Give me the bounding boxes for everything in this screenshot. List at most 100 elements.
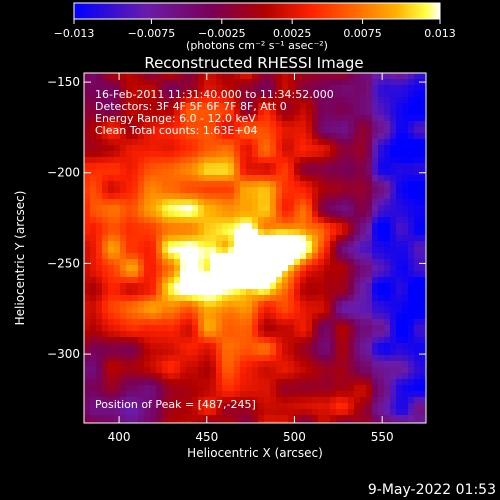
heatmap-cell (288, 265, 295, 272)
heatmap-cell (420, 313, 426, 320)
heatmap-cell (348, 97, 355, 104)
heatmap-cell (144, 415, 151, 422)
heatmap-cell (90, 229, 97, 236)
heatmap-cell (228, 235, 235, 242)
heatmap-cell (288, 211, 295, 218)
heatmap-cell (120, 367, 127, 374)
heatmap-cell (372, 337, 379, 344)
heatmap-cell (228, 253, 235, 260)
heatmap-cell (132, 217, 139, 224)
heatmap-cell (150, 187, 157, 194)
heatmap-cell (402, 397, 409, 404)
heatmap-cell (108, 187, 115, 194)
heatmap-cell (330, 85, 337, 92)
heatmap-cell (102, 271, 109, 278)
heatmap-cell (378, 397, 385, 404)
heatmap-cell (390, 133, 397, 140)
heatmap-cell (96, 127, 103, 134)
heatmap-cell (378, 349, 385, 356)
heatmap-cell (144, 133, 151, 140)
heatmap-cell (234, 331, 241, 338)
heatmap-cell (330, 391, 337, 398)
heatmap-cell (210, 115, 217, 122)
heatmap-cell (336, 361, 343, 368)
heatmap-cell (294, 241, 301, 248)
heatmap-cell (240, 421, 247, 423)
heatmap-cell (216, 133, 223, 140)
heatmap-cell (204, 223, 211, 230)
heatmap-cell (120, 355, 127, 362)
heatmap-cell (264, 385, 271, 392)
heatmap-cell (342, 325, 349, 332)
heatmap-cell (96, 193, 103, 200)
heatmap-cell (324, 253, 331, 260)
heatmap-cell (84, 379, 91, 386)
heatmap-cell (288, 247, 295, 254)
heatmap-cell (210, 277, 217, 284)
heatmap-cell (252, 271, 259, 278)
heatmap-cell (258, 271, 265, 278)
heatmap-cell (396, 193, 403, 200)
heatmap-cell (126, 133, 133, 140)
heatmap-cell (174, 241, 181, 248)
heatmap-cell (204, 121, 211, 128)
heatmap-cell (84, 313, 91, 320)
heatmap-cell (282, 115, 289, 122)
heatmap-cell (186, 199, 193, 206)
heatmap-cell (384, 223, 391, 230)
heatmap-cell (156, 289, 163, 296)
heatmap-cell (420, 295, 426, 302)
heatmap-cell (324, 211, 331, 218)
heatmap-cell (210, 127, 217, 134)
heatmap-cell (108, 235, 115, 242)
heatmap-cell (168, 277, 175, 284)
heatmap-cell (390, 337, 397, 344)
heatmap-cell (378, 295, 385, 302)
heatmap-cell (348, 367, 355, 374)
x-tick-label: 400 (108, 430, 131, 444)
heatmap-cell (378, 373, 385, 380)
heatmap-cell (306, 367, 313, 374)
heatmap-cell (408, 217, 415, 224)
heatmap-cell (150, 109, 157, 116)
heatmap-cell (396, 361, 403, 368)
heatmap-cell (264, 211, 271, 218)
heatmap-cell (192, 139, 199, 146)
heatmap-cell (390, 109, 397, 116)
heatmap-cell (216, 313, 223, 320)
heatmap-cell (168, 223, 175, 230)
heatmap-cell (258, 319, 265, 326)
heatmap-cell (210, 139, 217, 146)
heatmap-cell (192, 307, 199, 314)
heatmap-cell (372, 115, 379, 122)
heatmap-cell (276, 109, 283, 116)
heatmap-cell (162, 295, 169, 302)
heatmap-cell (420, 391, 426, 398)
heatmap-cell (120, 103, 127, 110)
heatmap-cell (144, 325, 151, 332)
heatmap-cell (414, 151, 421, 158)
heatmap-cell (378, 193, 385, 200)
heatmap-cell (324, 187, 331, 194)
heatmap-cell (330, 199, 337, 206)
heatmap-cell (330, 133, 337, 140)
heatmap-cell (294, 337, 301, 344)
heatmap-cell (234, 289, 241, 296)
heatmap-cell (270, 283, 277, 290)
heatmap-cell (420, 223, 426, 230)
heatmap-cell (258, 289, 265, 296)
heatmap-cell (204, 145, 211, 152)
heatmap-cell (390, 331, 397, 338)
heatmap-cell (192, 319, 199, 326)
heatmap-cell (360, 361, 367, 368)
heatmap-cell (162, 313, 169, 320)
heatmap-cell (156, 139, 163, 146)
heatmap-cell (276, 355, 283, 362)
heatmap-cell (162, 211, 169, 218)
heatmap-cell (402, 295, 409, 302)
heatmap-cell (246, 151, 253, 158)
heatmap-cell (390, 325, 397, 332)
heatmap-cell (246, 181, 253, 188)
heatmap-cell (300, 367, 307, 374)
heatmap-cell (324, 139, 331, 146)
